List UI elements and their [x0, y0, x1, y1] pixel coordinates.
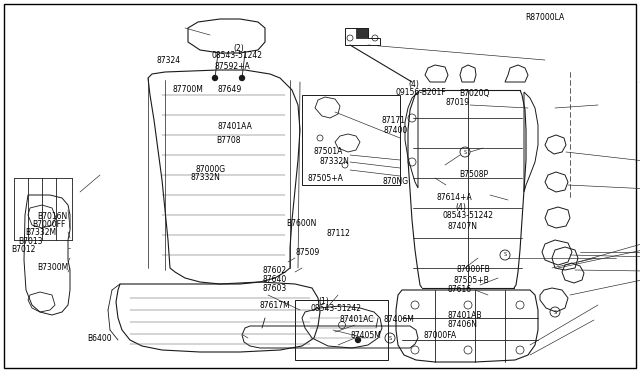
Text: 87401AB: 87401AB — [448, 311, 483, 320]
Text: 87332N: 87332N — [320, 157, 350, 166]
Text: 87505+B: 87505+B — [453, 276, 489, 285]
Text: 87171: 87171 — [381, 116, 406, 125]
Text: S: S — [463, 150, 467, 154]
Text: 08543-51242: 08543-51242 — [211, 51, 262, 60]
Text: 87401AC: 87401AC — [339, 315, 374, 324]
Text: 87112: 87112 — [326, 229, 350, 238]
Text: 87000FB: 87000FB — [457, 265, 491, 274]
Text: 87000FA: 87000FA — [424, 331, 457, 340]
Circle shape — [355, 337, 360, 343]
Text: B7508P: B7508P — [460, 170, 489, 179]
Text: S: S — [504, 253, 507, 257]
Text: 08543-51242: 08543-51242 — [443, 211, 494, 219]
Text: B6400: B6400 — [88, 334, 112, 343]
Text: B7332M: B7332M — [26, 228, 57, 237]
Text: B7013: B7013 — [18, 237, 42, 246]
Text: 870NG: 870NG — [383, 177, 409, 186]
Text: S: S — [388, 336, 392, 340]
Text: 87019: 87019 — [445, 98, 470, 107]
Text: 87700M: 87700M — [173, 85, 204, 94]
Text: 87332N: 87332N — [191, 173, 221, 182]
Text: 87505+A: 87505+A — [307, 174, 343, 183]
Text: 87616: 87616 — [448, 285, 472, 294]
Text: 87324: 87324 — [157, 56, 181, 65]
Text: 87406N: 87406N — [448, 320, 478, 329]
Text: (2): (2) — [234, 44, 244, 53]
Text: B7600N: B7600N — [287, 219, 317, 228]
Text: 09156-B201F: 09156-B201F — [396, 88, 446, 97]
Text: 87406M: 87406M — [384, 315, 415, 324]
Text: (4): (4) — [408, 80, 419, 89]
Text: B7016N: B7016N — [37, 212, 67, 221]
Text: (1): (1) — [319, 297, 330, 306]
Text: 87401AA: 87401AA — [218, 122, 252, 131]
Text: 87592+A: 87592+A — [214, 62, 250, 71]
Text: 87501A: 87501A — [314, 147, 343, 156]
Text: B7012: B7012 — [12, 245, 36, 254]
Text: 87400: 87400 — [384, 126, 408, 135]
Circle shape — [239, 76, 244, 80]
Text: (4): (4) — [456, 203, 467, 212]
Text: 87617M: 87617M — [259, 301, 290, 310]
Polygon shape — [356, 28, 368, 38]
Text: B7000FF: B7000FF — [32, 220, 65, 229]
Text: 87405M: 87405M — [351, 331, 381, 340]
Text: B7708: B7708 — [216, 136, 241, 145]
Text: S: S — [554, 310, 557, 314]
Text: B7300M: B7300M — [37, 263, 68, 272]
Text: 87509: 87509 — [296, 248, 320, 257]
Text: 87649: 87649 — [218, 85, 242, 94]
Text: 87640: 87640 — [262, 275, 287, 283]
Text: 87602: 87602 — [262, 266, 287, 275]
Text: 87407N: 87407N — [448, 222, 478, 231]
Text: B7020Q: B7020Q — [460, 89, 490, 97]
Text: 87000G: 87000G — [195, 165, 225, 174]
Text: 87603: 87603 — [262, 284, 287, 293]
Circle shape — [212, 76, 218, 80]
Text: 87614+A: 87614+A — [436, 193, 472, 202]
Text: R87000LA: R87000LA — [525, 13, 564, 22]
Text: 08543-51242: 08543-51242 — [310, 304, 362, 313]
